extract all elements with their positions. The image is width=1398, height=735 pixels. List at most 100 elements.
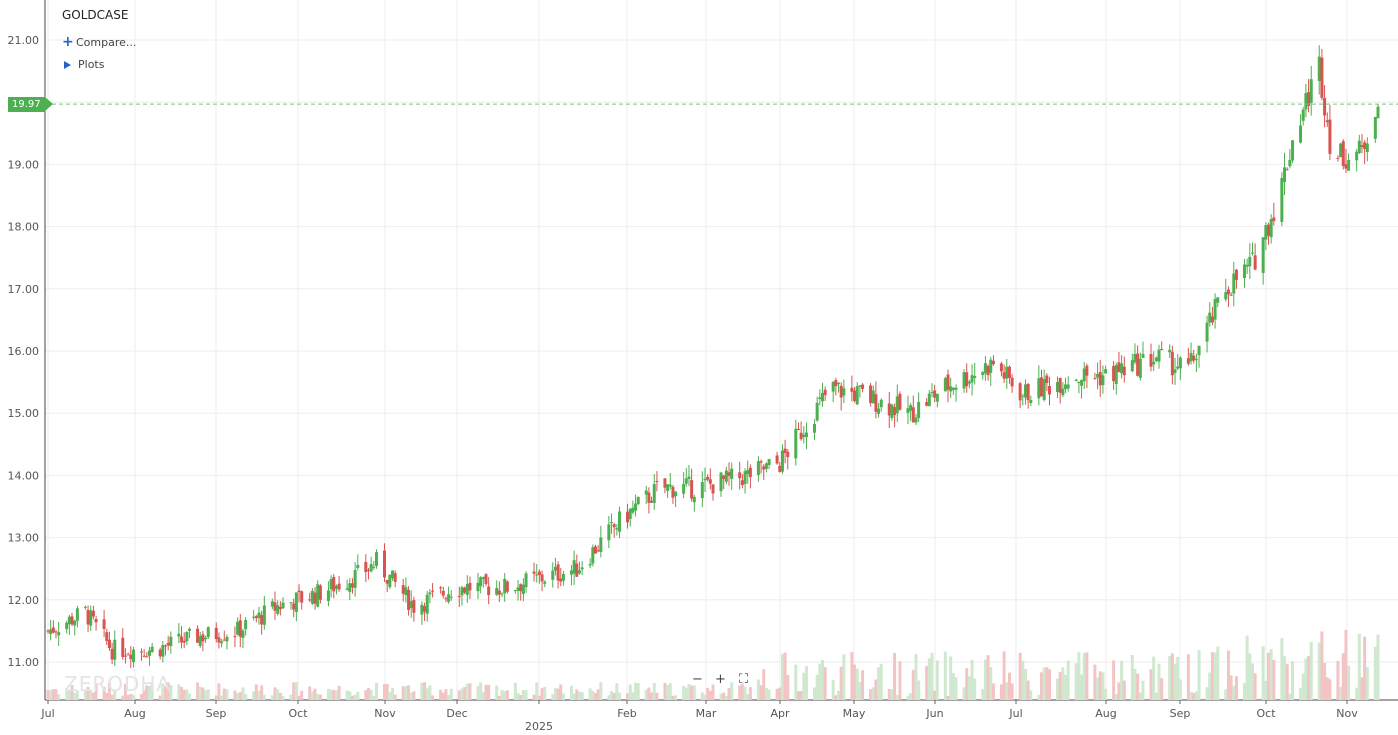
volume-bar xyxy=(206,689,210,700)
volume-bar xyxy=(1232,685,1236,700)
candle-body xyxy=(1133,353,1137,363)
candle-body xyxy=(1160,349,1164,351)
volume-bar xyxy=(147,685,151,700)
volume-bar xyxy=(420,682,424,700)
candle-body xyxy=(1048,386,1052,395)
candle-body xyxy=(537,571,541,575)
candle-body xyxy=(505,581,509,592)
candle-body xyxy=(756,461,760,476)
candle-body xyxy=(965,372,969,387)
volume-bar xyxy=(877,667,881,700)
volume-bar xyxy=(1056,678,1060,700)
volume-bar xyxy=(1026,680,1030,700)
volume-bar xyxy=(831,680,835,700)
volume-bar xyxy=(49,690,53,700)
candle-body xyxy=(925,402,929,406)
volume-bar xyxy=(1347,665,1351,700)
candle-body xyxy=(281,602,285,609)
volume-bar xyxy=(123,683,127,700)
candle-body xyxy=(388,574,392,588)
candle-body xyxy=(551,570,555,580)
candle-body xyxy=(236,621,240,635)
candle-body xyxy=(879,399,883,408)
volume-bar xyxy=(196,682,200,700)
volume-bar xyxy=(185,689,189,700)
volume-bar xyxy=(743,686,747,700)
fullscreen-icon[interactable]: ⛶ xyxy=(738,672,749,687)
volume-bar xyxy=(383,684,387,700)
volume-bar xyxy=(166,682,170,700)
candle-body xyxy=(930,392,934,394)
volume-bar xyxy=(834,695,838,700)
volume-bar xyxy=(706,687,710,700)
volume-bar xyxy=(233,690,237,700)
zoom-out-button[interactable]: − xyxy=(692,672,703,687)
candle-body xyxy=(692,496,696,503)
volume-bar xyxy=(943,651,947,700)
candle-body xyxy=(214,627,218,640)
candle-body xyxy=(356,564,360,568)
candle-body xyxy=(818,397,822,400)
volume-bar xyxy=(1208,672,1212,700)
volume-bar xyxy=(1077,652,1081,700)
candle-body xyxy=(46,630,50,632)
candle-body xyxy=(201,634,205,642)
candle-body xyxy=(431,590,435,592)
candle-body xyxy=(647,492,651,503)
volume-bar xyxy=(1291,661,1295,700)
candle-body xyxy=(332,577,336,592)
volume-bar xyxy=(1114,693,1118,700)
volume-bar xyxy=(65,688,69,700)
compare-button[interactable]: + Compare... xyxy=(62,35,136,49)
candle-body xyxy=(94,619,98,623)
candle-body xyxy=(668,484,672,487)
volume-bar xyxy=(158,695,162,700)
volume-bar xyxy=(610,691,614,700)
volume-bar xyxy=(804,666,808,700)
candle-body xyxy=(1272,217,1276,222)
volume-bar xyxy=(236,693,240,700)
candle-body xyxy=(1248,256,1252,267)
candle-body xyxy=(252,616,256,618)
candle-body xyxy=(113,639,117,660)
volume-bar xyxy=(887,688,891,700)
zoom-in-button[interactable]: + xyxy=(715,672,726,687)
candle-body xyxy=(425,594,429,614)
volume-bar xyxy=(401,686,405,700)
volume-bar xyxy=(674,695,678,700)
volume-bar xyxy=(113,689,117,700)
y-tick-label: 19.00 xyxy=(8,158,40,171)
volume-bar xyxy=(524,690,528,700)
volume-bar xyxy=(1058,671,1062,700)
candle-body xyxy=(1173,369,1177,374)
volume-bar xyxy=(391,688,395,700)
volume-bar xyxy=(631,692,635,700)
volume-bar xyxy=(740,683,744,700)
candle-body xyxy=(1283,167,1287,182)
candle-body xyxy=(1042,378,1046,400)
volume-bar xyxy=(914,654,918,700)
candle-body xyxy=(535,574,539,576)
candle-body xyxy=(644,490,648,495)
volume-bar xyxy=(580,692,584,700)
volume-bar xyxy=(1082,652,1086,700)
candle-body xyxy=(1360,145,1364,148)
plots-button[interactable]: Plots xyxy=(62,58,136,71)
volume-bar xyxy=(1309,641,1313,700)
candle-body xyxy=(158,649,162,657)
candle-body xyxy=(180,636,184,643)
volume-bar xyxy=(503,691,507,700)
last-price-tag: 19.97 xyxy=(8,97,53,112)
candle-body xyxy=(1074,379,1078,382)
candle-body xyxy=(831,382,835,392)
volume-bar xyxy=(161,683,165,700)
candle-body xyxy=(316,584,320,607)
volume-bar xyxy=(145,685,149,700)
candle-body xyxy=(1347,159,1351,171)
volume-bar xyxy=(551,694,555,700)
volume-bar xyxy=(1213,652,1217,700)
candle-body xyxy=(196,628,200,643)
candle-body xyxy=(727,472,731,476)
